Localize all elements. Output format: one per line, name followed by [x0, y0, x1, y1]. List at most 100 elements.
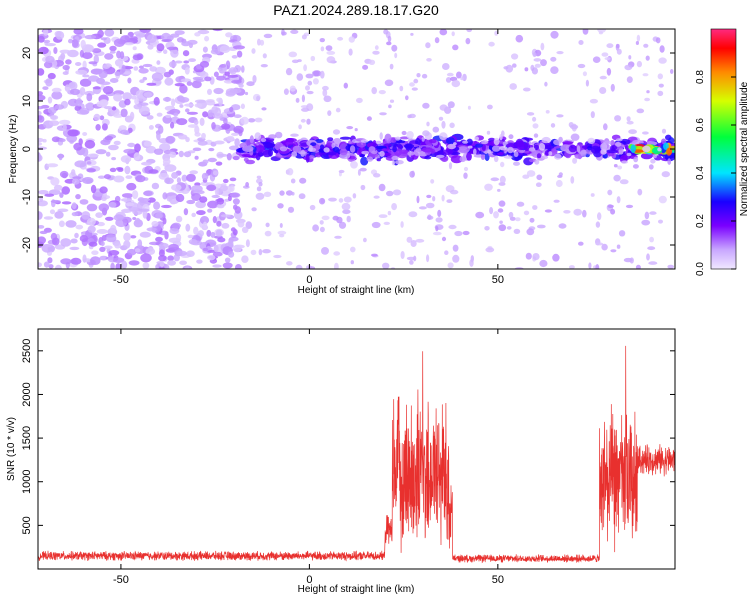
heat-cell	[279, 234, 285, 238]
heat-cell	[636, 34, 641, 42]
colorbar-tick-label: 0.6	[695, 118, 706, 132]
heat-cell	[53, 47, 58, 54]
heat-cell	[523, 210, 530, 216]
heat-cell	[113, 113, 124, 118]
heat-cell	[279, 223, 283, 228]
heat-cell	[613, 164, 618, 168]
heat-cell	[182, 50, 190, 57]
heat-cell	[359, 154, 365, 158]
heat-cell	[114, 242, 122, 249]
heat-cell	[343, 82, 348, 89]
heat-cell	[99, 81, 111, 86]
y-tick-label: 2500	[21, 339, 33, 363]
heat-cell	[323, 147, 330, 153]
heat-cell	[225, 32, 233, 38]
heat-cell	[312, 224, 319, 232]
heat-cell	[540, 42, 545, 51]
heat-cell	[430, 179, 435, 184]
heat-cell	[95, 124, 101, 131]
heat-cell	[442, 149, 454, 156]
heat-cell	[108, 201, 117, 208]
heat-cell	[599, 75, 607, 80]
spectrogram-x-axis-label: Height of straight line (km)	[298, 285, 415, 296]
heat-cell	[242, 145, 254, 152]
heat-cell	[635, 41, 640, 45]
heat-cell	[151, 182, 160, 190]
heat-cell	[93, 113, 101, 121]
heat-cell	[307, 80, 313, 86]
heat-cell	[74, 105, 82, 112]
spectrogram-y-ticks: -20 -10 0 10 20	[21, 47, 675, 253]
heat-cell	[360, 139, 369, 143]
heat-cell	[548, 151, 553, 156]
heat-cell	[161, 204, 172, 209]
heat-cell	[68, 82, 76, 89]
heat-cell	[215, 229, 223, 237]
snr-y-axis-label: SNR (10 * v/v)	[6, 417, 17, 481]
heat-cell	[100, 99, 109, 107]
heat-cell	[360, 184, 366, 191]
heat-cell	[81, 211, 91, 220]
heat-cell	[264, 230, 272, 237]
heat-cell	[43, 261, 50, 268]
heat-cell	[492, 145, 501, 152]
heat-cell	[500, 161, 505, 168]
heat-cell	[451, 31, 455, 37]
heat-cell	[199, 71, 209, 79]
heat-cell	[148, 169, 159, 174]
heat-cell	[112, 257, 125, 264]
heat-cell	[552, 253, 560, 262]
heat-cell	[391, 160, 395, 166]
heat-cell	[556, 51, 564, 55]
heat-cell	[240, 116, 249, 125]
heat-cell	[615, 138, 623, 142]
heat-cell	[405, 143, 413, 151]
heat-cell	[147, 197, 156, 203]
heat-cell	[171, 184, 182, 191]
heat-cell	[212, 170, 219, 176]
heat-cell	[647, 246, 656, 251]
heat-cell	[75, 194, 81, 200]
heat-cell	[221, 123, 231, 130]
heat-cell	[615, 43, 620, 49]
heat-cell	[50, 115, 59, 120]
heat-cell	[122, 92, 132, 101]
heat-cell	[268, 148, 273, 157]
heat-cell	[231, 132, 239, 136]
heat-cell	[357, 169, 361, 176]
heat-cell	[635, 264, 641, 269]
heat-cell	[90, 256, 101, 265]
heat-cell	[245, 239, 250, 248]
heat-cell	[73, 142, 83, 151]
heat-cell	[326, 56, 336, 64]
heat-cell	[68, 38, 73, 44]
heat-cell	[223, 118, 228, 125]
heat-cell	[229, 192, 241, 198]
heat-cell	[135, 175, 146, 183]
heat-cell	[410, 240, 417, 247]
heat-cell	[406, 236, 413, 243]
heat-cell	[207, 254, 216, 261]
heat-cell	[667, 264, 674, 269]
heat-cell	[289, 85, 296, 92]
heat-cell	[43, 29, 49, 36]
heat-cell	[88, 75, 100, 82]
heat-cell	[38, 236, 46, 245]
heat-cell	[187, 234, 194, 239]
heat-cell	[73, 29, 84, 35]
heat-cell	[422, 130, 430, 137]
heat-cell	[129, 36, 138, 41]
heat-cell	[281, 31, 287, 36]
heat-cell	[626, 120, 634, 125]
heat-cell	[475, 211, 485, 219]
snr-x-axis-label: Height of straight line (km)	[298, 584, 415, 595]
heat-cell	[38, 142, 43, 146]
heat-cell	[84, 34, 97, 40]
heat-cell	[124, 98, 131, 106]
heat-cell	[435, 225, 439, 232]
heat-cell	[510, 53, 519, 60]
heat-cell	[616, 196, 621, 204]
heat-cell	[312, 78, 319, 85]
heat-cell	[156, 112, 163, 117]
heat-cell	[336, 216, 343, 224]
